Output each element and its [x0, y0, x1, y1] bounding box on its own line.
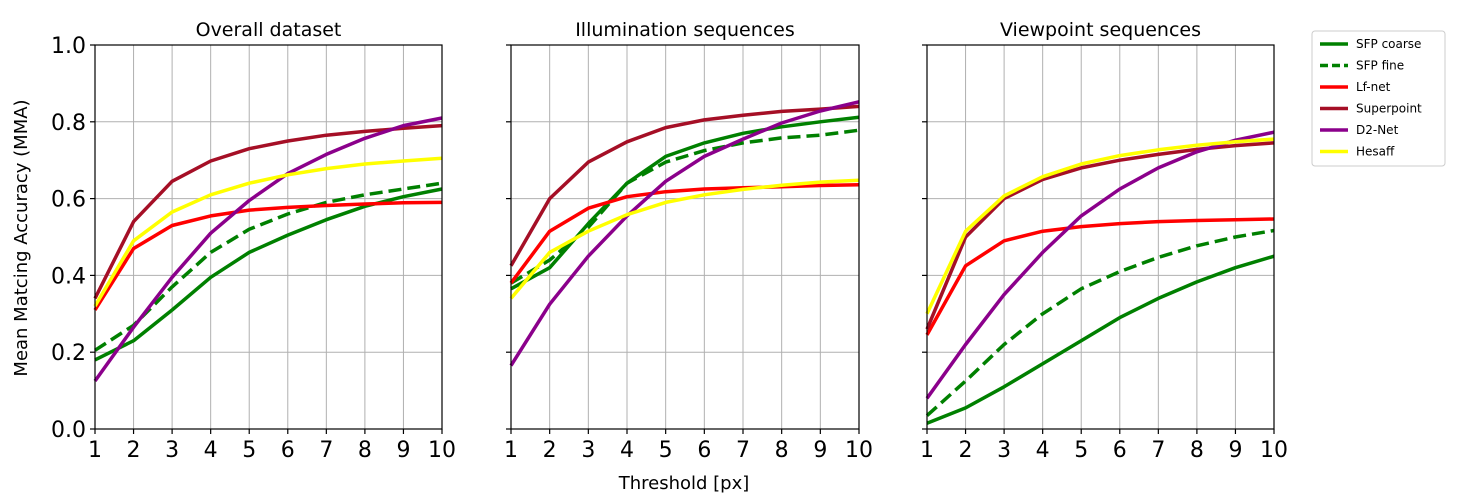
panel-2: 1 2 3 4 5 6 7 8 9 10 Illumination sequences — [504, 19, 873, 463]
x-tick-label: 6 — [1113, 438, 1127, 463]
x-tick-label: 9 — [1228, 438, 1242, 463]
legend: SFP coarse SFP fine Lf-net Superpoint D2-Net… — [1311, 30, 1446, 167]
x-tick-label: 2 — [127, 438, 141, 463]
x-tick-label: 10 — [845, 438, 873, 463]
series-line-sfp-fine — [925, 228, 1275, 417]
y-tick-label: 1.0 — [51, 34, 86, 59]
x-axis-label: Threshold [px] — [618, 473, 750, 494]
x-tick-label: 2 — [543, 438, 557, 463]
x-tick-label: 2 — [959, 438, 973, 463]
x-tick-label: 9 — [813, 438, 827, 463]
x-tick-label: 5 — [659, 438, 673, 463]
x-tick-label: 8 — [358, 438, 372, 463]
series-line-lf-net — [509, 183, 860, 285]
x-tick-label: 8 — [775, 438, 789, 463]
legend-label: Superpoint — [1356, 102, 1422, 116]
series-line-sfp-coarse — [510, 115, 860, 291]
series-line-d2-net — [509, 100, 860, 367]
x-tick-label: 5 — [1074, 438, 1088, 463]
x-tick-label: 10 — [1260, 438, 1288, 463]
x-tick-label: 5 — [242, 438, 256, 463]
series-line-d2-net — [925, 130, 1275, 400]
panel-1: 1 2 3 4 5 6 7 8 9 10 0.0 0.2 0.4 0.6 0.8 1.0 Overall dat… — [51, 19, 456, 463]
series-line-sfp-fine — [94, 181, 443, 352]
x-tick-label: 1 — [88, 438, 102, 463]
legend-label: SFP fine — [1356, 59, 1404, 73]
x-tick-label: 6 — [281, 438, 295, 463]
series-line-lf-net — [925, 217, 1275, 336]
y-axis-label: Mean Matcing Accuracy (MMA) — [11, 99, 32, 376]
panel-title: Overall dataset — [196, 19, 342, 41]
x-tick-label: 3 — [997, 438, 1011, 463]
y-tick-label: 0.0 — [51, 418, 86, 443]
x-tick-label: 3 — [581, 438, 595, 463]
x-tick-label: 8 — [1190, 438, 1204, 463]
series-line-superpoint — [509, 104, 860, 267]
x-tick-label: 7 — [1151, 438, 1165, 463]
series-line-sfp-coarse — [926, 254, 1275, 425]
series-line-hesaff — [925, 137, 1275, 315]
plot-frame — [926, 44, 1275, 430]
series-line-hesaff — [509, 178, 860, 300]
y-tick-label: 0.6 — [51, 188, 86, 213]
y-tick-label: 0.4 — [51, 264, 86, 289]
panel-3: 1 2 3 4 5 6 7 8 9 10 Viewpoint sequences — [920, 19, 1288, 463]
legend-label: Hesaff — [1356, 145, 1395, 159]
legend-label: Lf-net — [1356, 80, 1391, 94]
x-tick-label: 9 — [396, 438, 410, 463]
y-tick-label: 0.2 — [51, 341, 86, 366]
x-tick-label: 1 — [504, 438, 518, 463]
series-line-hesaff — [93, 156, 443, 307]
legend-label: D2-Net — [1356, 123, 1399, 137]
x-tick-label: 4 — [204, 438, 218, 463]
legend-label: SFP coarse — [1356, 37, 1421, 51]
x-tick-label: 7 — [319, 438, 333, 463]
series-line-sfp-coarse — [94, 187, 443, 362]
x-tick-label: 1 — [920, 438, 934, 463]
x-tick-label: 10 — [428, 438, 456, 463]
x-tick-label: 4 — [620, 438, 634, 463]
x-tick-label: 7 — [736, 438, 750, 463]
panel-title: Viewpoint sequences — [1000, 19, 1201, 41]
series-line-superpoint — [925, 141, 1275, 330]
x-tick-label: 3 — [165, 438, 179, 463]
y-tick-label: 0.8 — [51, 111, 86, 136]
plot-frame — [510, 44, 860, 430]
x-tick-label: 6 — [697, 438, 711, 463]
series-line-superpoint — [93, 123, 443, 300]
x-tick-label: 4 — [1036, 438, 1050, 463]
panel-title: Illumination sequences — [575, 19, 795, 41]
series-line-d2-net — [93, 116, 443, 383]
series-line-lf-net — [93, 200, 443, 311]
plot-frame — [94, 44, 443, 430]
series-line-sfp-fine — [510, 128, 860, 285]
